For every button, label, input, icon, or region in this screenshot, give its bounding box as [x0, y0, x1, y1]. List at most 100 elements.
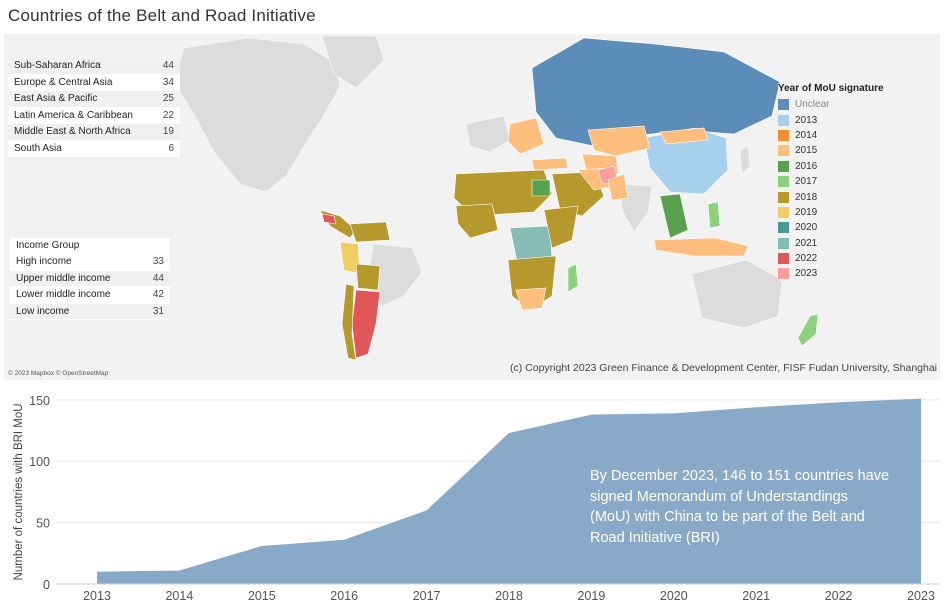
table-row[interactable]: Sub-Saharan Africa 44 [8, 58, 180, 75]
legend-label: 2014 [795, 129, 818, 141]
map-greenland[interactable] [321, 35, 385, 89]
area-series[interactable] [97, 398, 921, 584]
legend-swatch [778, 129, 789, 141]
table-row[interactable]: Low income 31 [10, 303, 170, 320]
map-kazakhstan[interactable] [587, 125, 651, 157]
region-count: 19 [162, 126, 174, 138]
region-label: Middle East & North Africa [14, 126, 131, 138]
region-count: 25 [162, 93, 174, 105]
world-map-canvas[interactable] [4, 34, 940, 380]
income-label: Low income [16, 305, 70, 317]
map-attribution[interactable]: © 2023 Mapbox © OpenStreetMap [8, 370, 109, 377]
region-count: 6 [168, 142, 174, 154]
legend-item[interactable]: Unclear [778, 97, 888, 112]
map-south-africa[interactable] [515, 287, 547, 311]
map-western-europe[interactable] [465, 115, 511, 153]
copyright-note: (c) Copyright 2023 Green Finance & Devel… [510, 362, 938, 374]
map-mongolia[interactable] [659, 127, 709, 145]
income-count: 31 [152, 305, 164, 317]
map-new-zealand[interactable] [797, 313, 819, 347]
legend-item[interactable]: 2015 [778, 143, 888, 158]
legend-item[interactable]: 2014 [778, 128, 888, 143]
chart-annotation: By December 2023, 146 to 151 countries h… [590, 468, 890, 546]
table-row[interactable]: Middle East & North Africa 19 [8, 124, 180, 141]
map-japan[interactable] [739, 145, 751, 175]
map-australia[interactable] [691, 259, 783, 329]
table-row[interactable]: East Asia & Pacific 25 [8, 91, 180, 108]
map-bolivia[interactable] [355, 263, 381, 291]
map-honduras[interactable] [321, 213, 337, 225]
map-india[interactable] [619, 183, 653, 233]
map-west-africa[interactable] [455, 203, 499, 239]
legend-label: 2022 [795, 253, 818, 265]
table-row[interactable]: High income 33 [10, 254, 170, 271]
income-table: Income Group High income 33 Upper middle … [10, 238, 170, 320]
legend-swatch [778, 206, 789, 218]
x-tick-label: 2019 [577, 589, 605, 603]
legend-swatch [778, 114, 789, 126]
legend-item[interactable]: 2016 [778, 159, 888, 174]
region-label: Sub-Saharan Africa [14, 60, 101, 72]
region-count: 22 [162, 109, 174, 121]
year-legend: Year of MoU signature Unclear 2013 2014 … [778, 83, 888, 282]
x-tick-label: 2016 [330, 589, 358, 603]
x-tick-label: 2014 [165, 589, 193, 603]
region-label: East Asia & Pacific [14, 93, 98, 105]
y-tick-label: 0 [43, 578, 50, 592]
region-label: Latin America & Caribbean [14, 109, 133, 121]
region-count: 34 [162, 76, 174, 88]
map-venezuela[interactable] [349, 221, 391, 243]
table-row[interactable]: Upper middle income 44 [10, 270, 170, 287]
map-indonesia[interactable] [653, 237, 749, 257]
legend-item[interactable]: 2013 [778, 112, 888, 127]
table-row[interactable]: South Asia 6 [8, 141, 180, 157]
income-label: High income [16, 256, 72, 268]
legend-swatch [778, 160, 789, 172]
legend-swatch [778, 176, 789, 188]
y-axis: 0 50 100 150 [29, 394, 50, 592]
y-axis-title: Number of countries with BRI MoU [13, 403, 25, 580]
x-axis: 2013 2014 2015 2016 2017 2018 2019 2020 2021 2022… [83, 589, 935, 603]
income-table-header: Income Group [16, 240, 80, 251]
legend-item[interactable]: 2021 [778, 236, 888, 251]
legend-label: 2017 [795, 176, 818, 188]
map-russia[interactable] [531, 37, 781, 147]
map-madagascar[interactable] [567, 263, 579, 293]
income-count: 42 [152, 289, 164, 301]
legend-item[interactable]: 2017 [778, 174, 888, 189]
table-row[interactable]: Latin America & Caribbean 22 [8, 108, 180, 124]
region-label: Europe & Central Asia [14, 76, 113, 88]
map-southeast-asia[interactable] [659, 193, 689, 239]
y-tick-label: 50 [36, 517, 50, 531]
page-title: Countries of the Belt and Road Initiativ… [8, 6, 316, 25]
income-label: Lower middle income [16, 289, 111, 301]
legend-swatch [778, 99, 789, 111]
legend-item[interactable]: 2022 [778, 251, 888, 266]
map-argentina[interactable] [351, 289, 381, 359]
income-count: 33 [152, 256, 164, 268]
table-row[interactable]: Lower middle income 42 [10, 287, 170, 304]
legend-label: 2019 [795, 206, 818, 218]
region-count: 44 [162, 60, 174, 72]
map-philippines[interactable] [707, 201, 721, 229]
map-turkey[interactable] [531, 157, 569, 171]
map-chile[interactable] [341, 283, 357, 361]
income-label: Upper middle income [16, 272, 111, 284]
legend-item[interactable]: 2019 [778, 205, 888, 220]
legend-label: Unclear [795, 99, 830, 111]
map-egypt[interactable] [531, 179, 551, 197]
legend-item[interactable]: 2018 [778, 189, 888, 204]
legend-item[interactable]: 2020 [778, 220, 888, 235]
map-eastern-europe[interactable] [507, 117, 545, 155]
legend-item[interactable]: 2023 [778, 266, 888, 281]
map-pakistan[interactable] [607, 173, 629, 201]
legend-title: Year of MoU signature [778, 83, 884, 94]
map-north-america[interactable] [173, 37, 341, 193]
legend-swatch [778, 253, 789, 265]
map-east-africa[interactable] [543, 205, 579, 249]
x-tick-label: 2023 [907, 589, 935, 603]
legend-label: 2016 [795, 160, 818, 172]
x-tick-label: 2017 [413, 589, 441, 603]
table-row[interactable]: Europe & Central Asia 34 [8, 75, 180, 91]
